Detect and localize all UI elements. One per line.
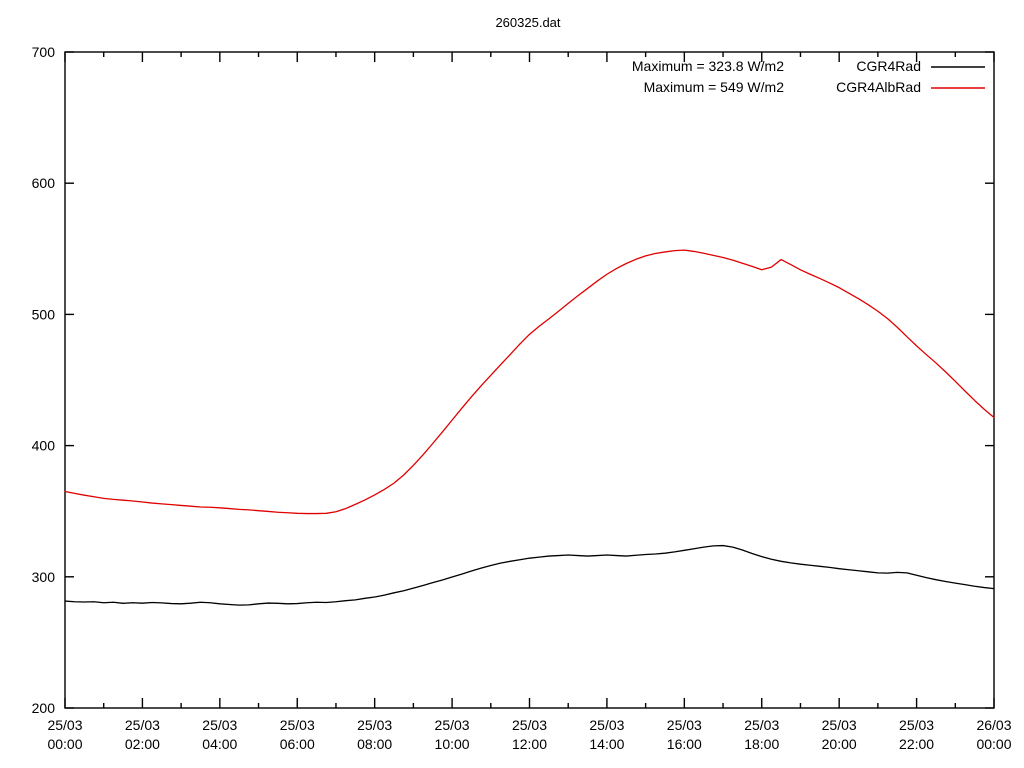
series-line-cgr4rad: [64, 544, 995, 606]
x-tick-label-date: 25/03: [280, 717, 315, 733]
legend-annotation: Maximum = 323.8 W/m2: [632, 58, 784, 74]
y-tick-label: 200: [32, 700, 56, 716]
chart-title: 260325.dat: [495, 15, 560, 30]
x-tick-label-time: 02:00: [125, 736, 160, 752]
y-tick-label: 600: [32, 175, 56, 191]
x-tick-label-time: 14:00: [589, 736, 624, 752]
x-tick-label-time: 12:00: [512, 736, 547, 752]
x-tick-label-date: 25/03: [357, 717, 392, 733]
legend-annotation: Maximum = 549 W/m2: [644, 79, 785, 95]
x-tick-label-time: 00:00: [976, 736, 1011, 752]
x-tick-label-time: 10:00: [435, 736, 470, 752]
x-tick-label-date: 25/03: [435, 717, 470, 733]
x-tick-label-date: 25/03: [899, 717, 934, 733]
x-tick-label-time: 22:00: [899, 736, 934, 752]
x-tick-label-time: 16:00: [667, 736, 702, 752]
x-tick-label-time: 06:00: [280, 736, 315, 752]
x-tick-label-date: 25/03: [667, 717, 702, 733]
x-tick-label-date: 26/03: [976, 717, 1011, 733]
x-tick-label-date: 25/03: [744, 717, 779, 733]
x-axis-ticks: 25/03 00:00 25/03 02:00 25/03 04:00 25/03 06:00…: [47, 52, 1012, 752]
x-tick-label-date: 25/03: [47, 717, 82, 733]
x-tick-label-date: 25/03: [822, 717, 857, 733]
plot-frame: [64, 51, 995, 709]
x-tick-label-date: 25/03: [125, 717, 160, 733]
y-tick-label: 500: [32, 306, 56, 322]
x-tick-label-date: 25/03: [202, 717, 237, 733]
series-lines: [64, 249, 995, 606]
chart-legend: Maximum = 323.8 W/m2 CGR4Rad Maximum = 549…: [632, 58, 985, 95]
y-axis-ticks: 700 600 500 400 300 200: [32, 44, 994, 716]
x-tick-label-time: 00:00: [47, 736, 82, 752]
y-tick-label: 700: [32, 44, 56, 60]
legend-series-label: CGR4AlbRad: [836, 79, 921, 95]
x-tick-label-date: 25/03: [512, 717, 547, 733]
legend-series-label: CGR4Rad: [856, 58, 921, 74]
x-tick-label-time: 04:00: [202, 736, 237, 752]
x-tick-label-time: 20:00: [822, 736, 857, 752]
series-line-cgr4albrad: [64, 249, 995, 515]
x-tick-label-date: 25/03: [589, 717, 624, 733]
x-tick-label-time: 08:00: [357, 736, 392, 752]
x-tick-label-time: 18:00: [744, 736, 779, 752]
y-tick-label: 300: [32, 569, 56, 585]
y-tick-label: 400: [32, 438, 56, 454]
